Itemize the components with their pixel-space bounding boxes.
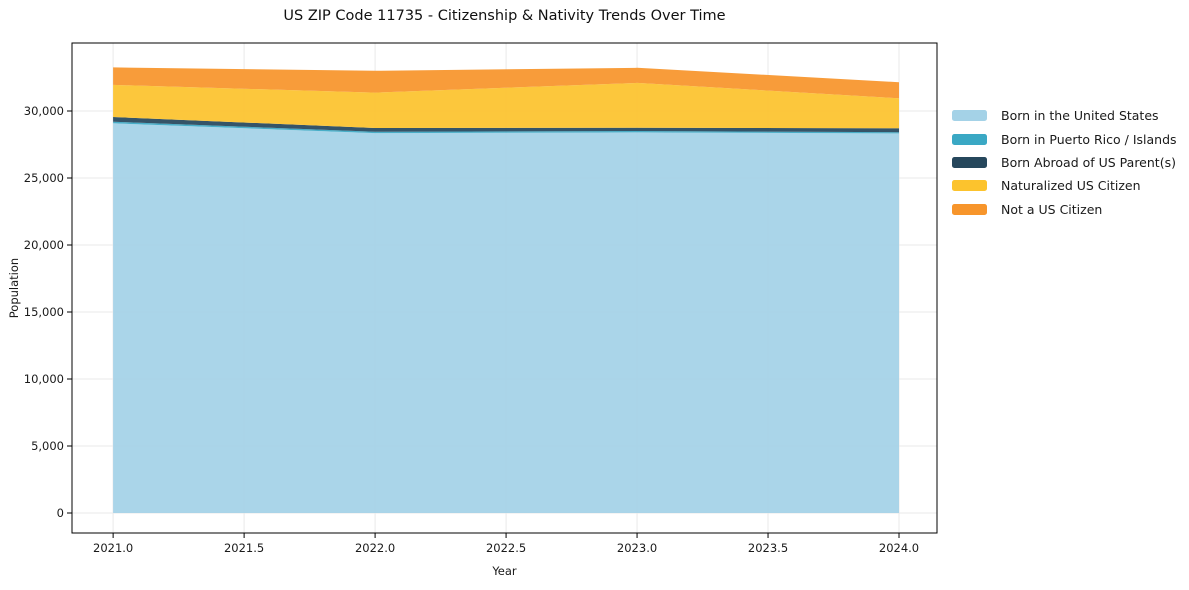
y-tick-label: 20,000 — [24, 238, 64, 252]
x-tick-label: 2021.5 — [224, 541, 264, 555]
legend: Born in the United States Born in Puerto … — [952, 104, 1177, 221]
area-series-3 — [113, 82, 900, 129]
legend-label: Born Abroad of US Parent(s) — [1001, 154, 1176, 170]
y-tick-label: 0 — [57, 506, 64, 520]
legend-item-0: Born in the United States — [952, 104, 1177, 127]
legend-swatch-icon — [952, 133, 987, 145]
axis-ticks: 0 5,000 10,000 15,000 20,000 25,000 30,000 2021… — [24, 104, 919, 555]
y-axis-label: Population — [7, 257, 21, 319]
x-tick-label: 2022.5 — [486, 541, 526, 555]
legend-swatch-icon — [952, 203, 987, 215]
legend-label: Born in the United States — [1001, 108, 1159, 124]
legend-swatch-icon — [952, 110, 987, 122]
y-tick-label: 25,000 — [24, 171, 64, 185]
plot-border — [71, 42, 938, 534]
chart-title: US ZIP Code 11735 - Citizenship & Nativi… — [283, 8, 726, 24]
x-tick-label: 2023.0 — [617, 541, 657, 555]
area-series-4 — [113, 67, 900, 99]
area-series-0 — [113, 123, 900, 514]
y-tick-label: 10,000 — [24, 372, 64, 386]
area-series-1 — [113, 121, 900, 134]
legend-item-3: Naturalized US Citizen — [952, 174, 1177, 197]
legend-swatch-icon — [952, 180, 987, 192]
legend-item-1: Born in Puerto Rico / Islands — [952, 127, 1177, 150]
stacked-areas — [113, 67, 900, 514]
legend-label: Not a US Citizen — [1001, 201, 1103, 217]
area-series-2 — [113, 117, 900, 133]
legend-label: Born in Puerto Rico / Islands — [1001, 131, 1177, 147]
y-tick-label: 5,000 — [31, 439, 64, 453]
y-tick-label: 15,000 — [24, 305, 64, 319]
x-tick-label: 2023.5 — [748, 541, 788, 555]
x-tick-label: 2022.0 — [355, 541, 395, 555]
y-tick-label: 30,000 — [24, 104, 64, 118]
legend-item-4: Not a US Citizen — [952, 198, 1177, 221]
legend-item-2: Born Abroad of US Parent(s) — [952, 151, 1177, 174]
legend-label: Naturalized US Citizen — [1001, 178, 1141, 194]
x-tick-label: 2024.0 — [879, 541, 919, 555]
legend-swatch-icon — [952, 156, 987, 168]
x-tick-label: 2021.0 — [93, 541, 133, 555]
x-axis-label: Year — [492, 564, 517, 578]
